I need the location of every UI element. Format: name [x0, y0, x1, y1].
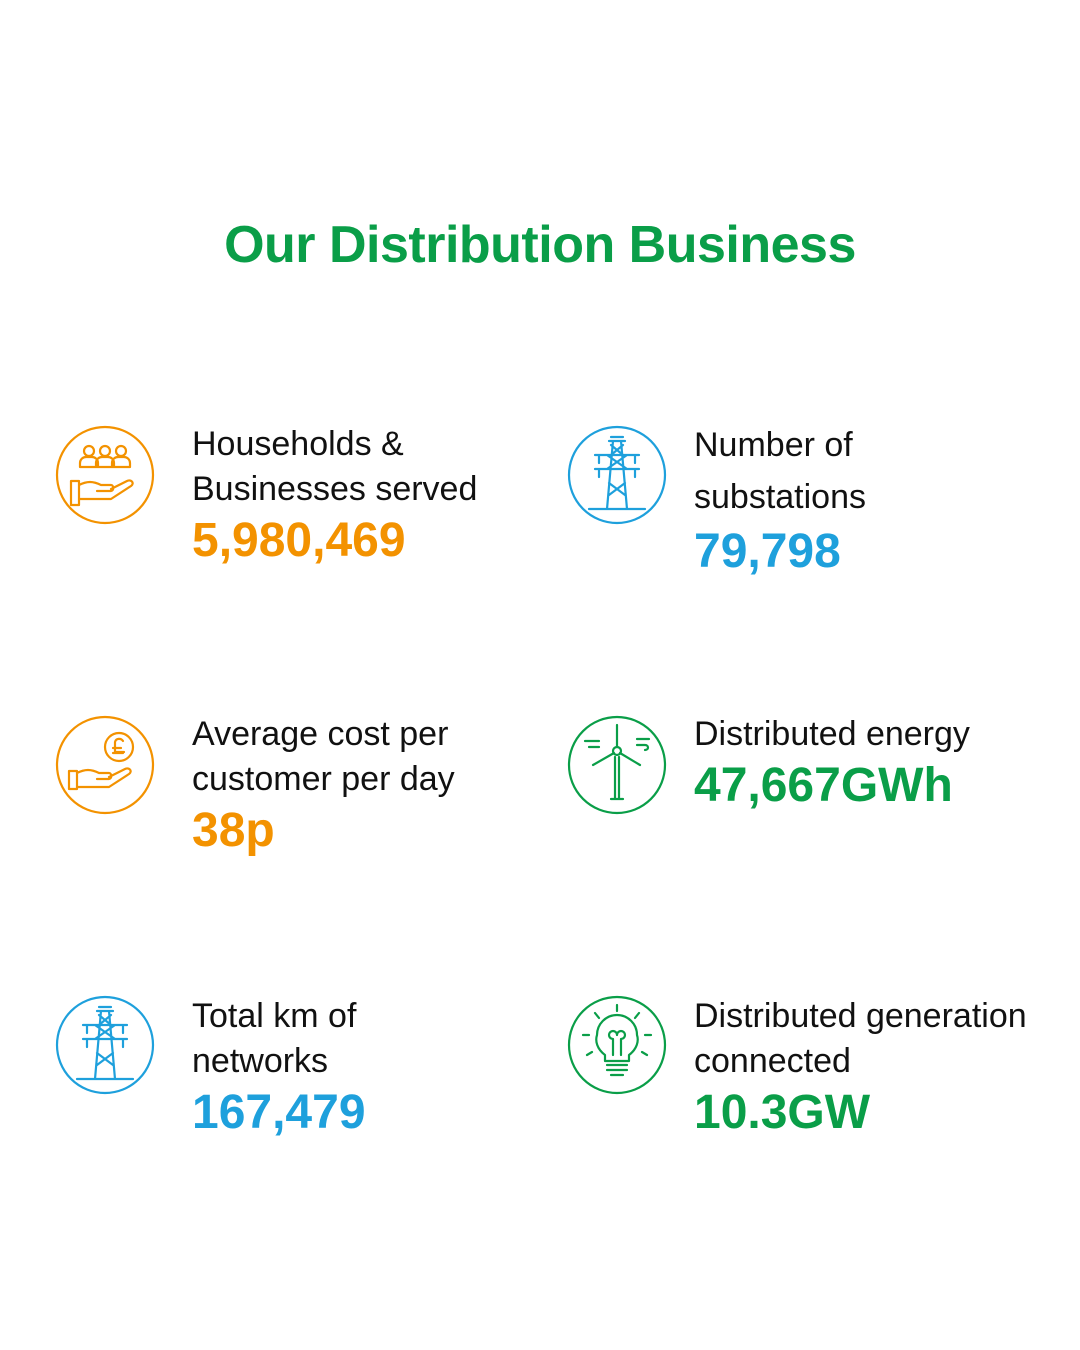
- stat: Total km of networks 167,479: [192, 994, 572, 1142]
- stat-value: 167,479: [192, 1086, 366, 1139]
- stat-value: 79,798: [694, 525, 841, 578]
- stat-label: Households &: [192, 425, 404, 463]
- wind-turbine-icon: [567, 715, 667, 815]
- stat-value: 38p: [192, 804, 275, 857]
- stat-label: customer per day: [192, 760, 455, 798]
- stat: Average cost per customer per day 38p: [192, 712, 572, 860]
- stat-label: substations: [694, 478, 866, 516]
- stat: Distributed generation connected 10.3GW: [694, 994, 1074, 1142]
- stat-label: Distributed generation: [694, 997, 1027, 1035]
- people-hand-icon: [55, 425, 155, 525]
- cost-hand-icon: [55, 715, 155, 815]
- stat-label: Total km of: [192, 997, 357, 1035]
- stat: Distributed energy 47,667GWh: [694, 712, 1074, 815]
- stat-label: Distributed energy: [694, 715, 970, 753]
- pylon-icon: [567, 425, 667, 525]
- stat: Households & Businesses served 5,980,469: [192, 422, 572, 570]
- lightbulb-icon: [567, 995, 667, 1095]
- stat-label: Number of: [694, 426, 853, 464]
- stat-value: 47,667GWh: [694, 759, 953, 812]
- stat-label: networks: [192, 1042, 329, 1080]
- title: Our Distribution Business: [224, 216, 856, 274]
- stat-label: connected: [694, 1042, 851, 1080]
- stat-value: 10.3GW: [694, 1086, 871, 1139]
- stat-label: Average cost per: [192, 715, 449, 753]
- pylon-icon: [55, 995, 155, 1095]
- stat-label: Businesses served: [192, 470, 478, 508]
- stat: Number of substations 79,798: [694, 419, 1074, 581]
- stat-value: 5,980,469: [192, 514, 406, 567]
